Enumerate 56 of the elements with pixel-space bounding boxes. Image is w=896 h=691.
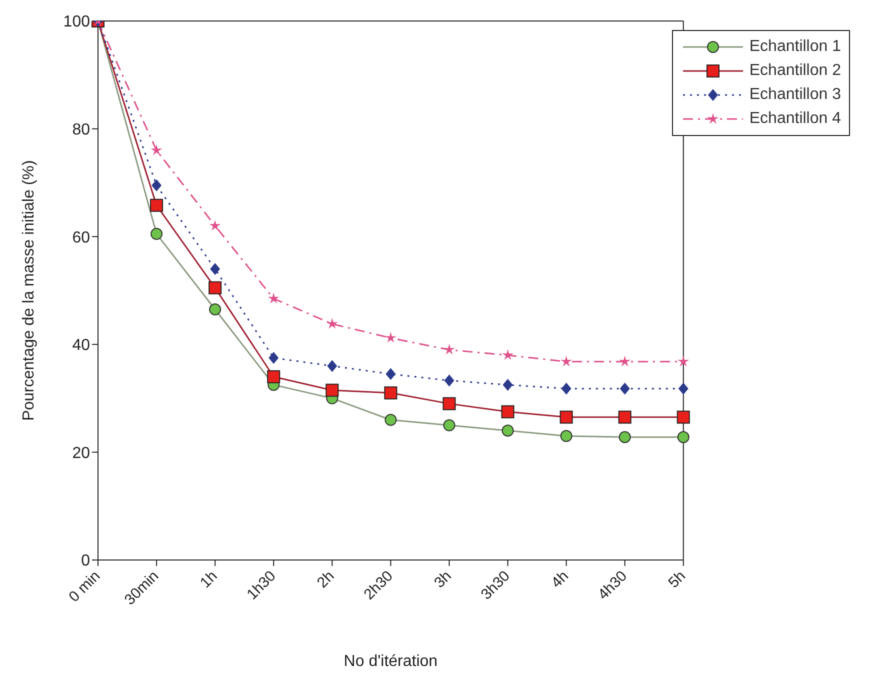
point [327,360,338,372]
legend-label: Echantillon 4 [749,110,841,128]
point [678,356,690,366]
point [386,368,396,380]
x-tick-label: 0 min [66,568,104,606]
y-tick-label: 40 [72,337,90,354]
point [560,430,572,442]
point [384,332,396,343]
legend-label: Echantillon 3 [749,86,841,104]
point [618,431,631,444]
point [501,405,514,418]
point [502,424,514,437]
point [152,179,162,192]
point [150,144,162,156]
y-tick-label: 20 [72,444,90,462]
x-tick-label: 2h [314,568,338,592]
y-axis-title: Pourcentage de la masse initiale (%) [20,160,38,421]
y-tick-label: 0 [81,552,90,570]
point [150,228,163,240]
y-tick-label: 60 [72,229,90,246]
point [210,262,220,275]
point [267,370,280,384]
point [618,410,632,424]
point [560,410,573,424]
x-tick-label: 5h [665,568,690,592]
point [209,220,221,231]
point [268,292,280,304]
x-tick-label: 3h [431,568,455,592]
point [560,356,572,366]
point [678,382,688,395]
legend-label: Echantillon 2 [749,62,841,80]
point [444,344,455,355]
point [561,382,572,395]
point [384,386,398,400]
x-tick-label: 1h [196,568,221,592]
legend-label: Echantillon 1 [749,38,841,56]
point [677,431,690,444]
point [444,374,454,387]
point [502,349,514,360]
y-tick-label: 80 [72,121,90,138]
x-tick-label: 4h [548,568,572,592]
point [676,410,690,424]
point [208,281,222,294]
point [209,303,222,316]
point [268,352,279,364]
point [620,382,630,395]
point [619,356,631,366]
point [326,384,339,397]
point [442,397,456,410]
point [502,378,513,391]
point [443,419,456,432]
point [384,414,397,426]
point [150,198,164,212]
y-tick-label: 100 [63,14,90,31]
point [326,318,338,329]
x-axis-title: No d'itération [344,653,438,670]
